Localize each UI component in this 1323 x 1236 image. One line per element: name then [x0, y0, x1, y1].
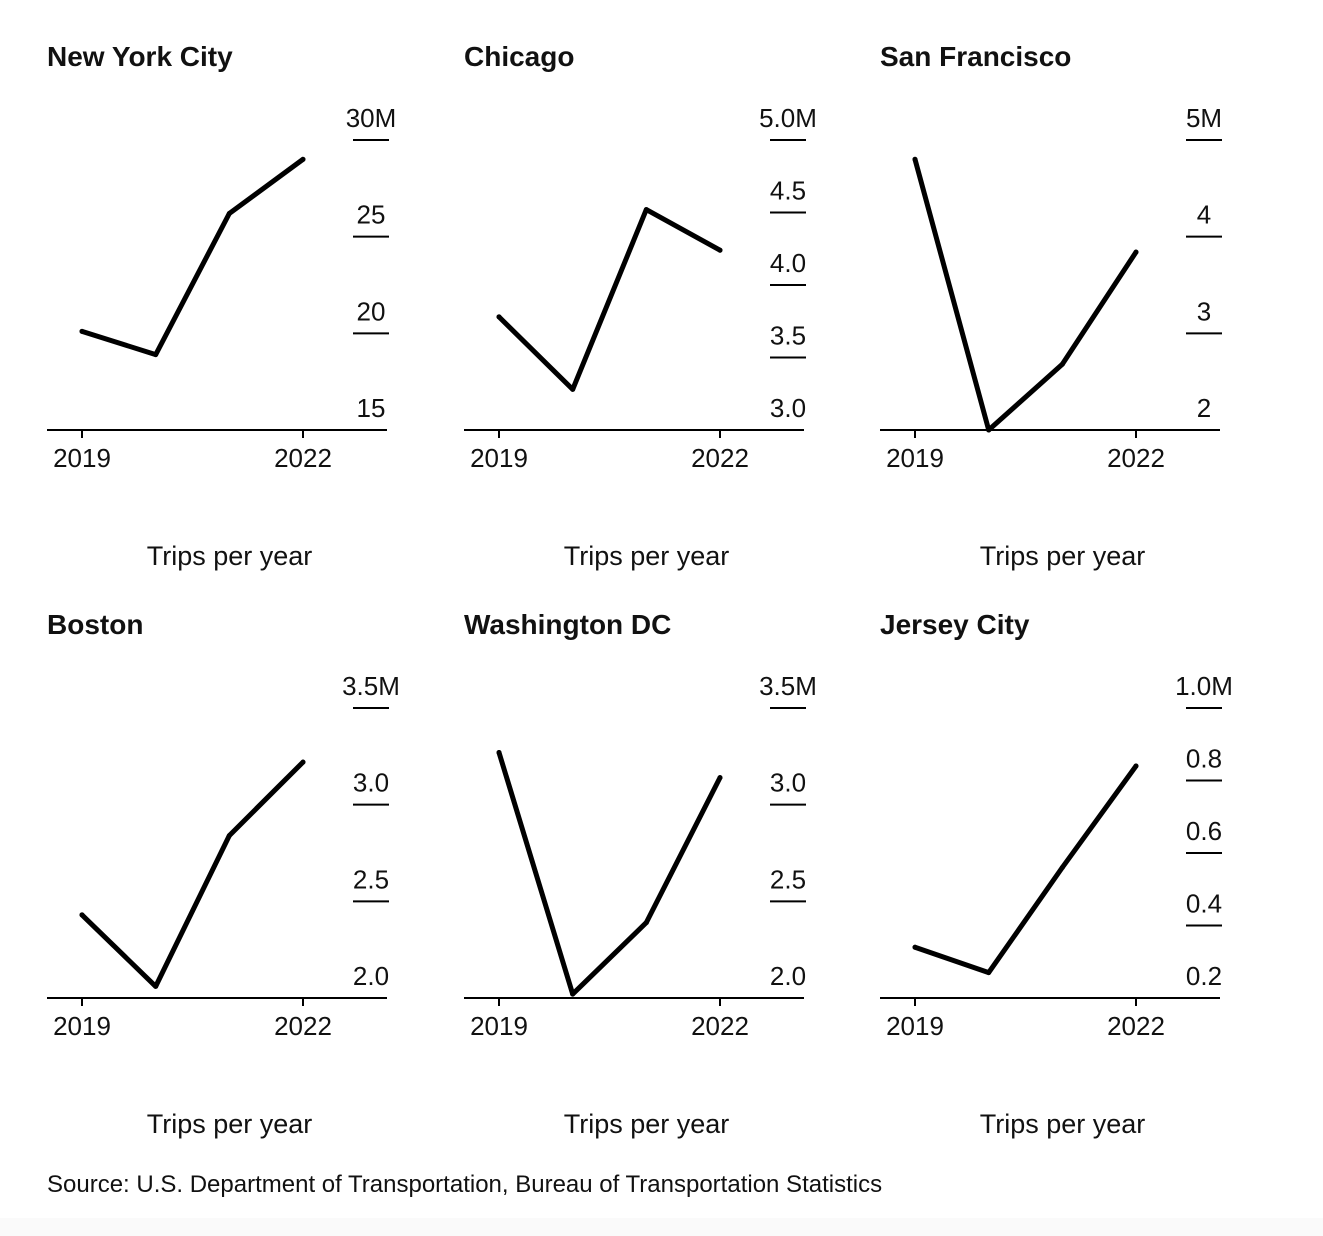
- data-point: [912, 156, 918, 162]
- y-tick-label: 0.2: [1186, 961, 1222, 991]
- axis-label: Trips per year: [146, 541, 313, 571]
- data-point: [1133, 249, 1139, 255]
- data-point: [79, 328, 85, 334]
- source-note: Source: U.S. Department of Transportatio…: [47, 1171, 883, 1198]
- axis-label: Trips per year: [563, 1109, 730, 1139]
- series-line: [912, 156, 1139, 433]
- y-tick-label: 0.8: [1186, 744, 1222, 774]
- data-point: [986, 970, 992, 976]
- chart-title: Chicago: [464, 41, 575, 72]
- chart-title: Washington DC: [464, 609, 672, 640]
- chart-plot: 0.2 0.4 0.6 0.8 1.0M 2019 2022: [880, 671, 1233, 1041]
- x-tick-label: 2022: [1107, 443, 1165, 473]
- y-tick-label: 20: [357, 296, 386, 326]
- bottom-strip: [0, 1218, 1323, 1236]
- data-point: [496, 314, 502, 320]
- y-tick-label: 3: [1197, 296, 1211, 326]
- series-line: [79, 156, 306, 358]
- axis-label: Trips per year: [563, 541, 730, 571]
- x-tick-label: 2019: [470, 1011, 528, 1041]
- y-tick-label: 3.0: [353, 768, 389, 798]
- x-tick-label: 2019: [886, 1011, 944, 1041]
- data-point: [300, 759, 306, 765]
- y-tick-label: 2.5: [353, 864, 389, 894]
- data-point: [496, 749, 502, 755]
- series-line: [79, 759, 306, 989]
- series-line: [912, 763, 1139, 976]
- y-tick-label: 2: [1197, 393, 1211, 423]
- chart-plot: 15 20 25 30M 2019 2022: [47, 103, 397, 473]
- y-tick-label: 3.0: [770, 393, 806, 423]
- x-tick-label: 2022: [691, 443, 749, 473]
- data-point: [570, 386, 576, 392]
- chart-panel: New York City 15 20 25 30M 2019 2022 Trips pe…: [47, 40, 447, 571]
- chart-panel: San Francisco 2 3 4 5M 2019 2022 Trips per ye…: [880, 40, 1280, 571]
- series-line: [496, 750, 723, 997]
- y-tick-label: 5.0M: [759, 103, 817, 133]
- y-tick-label: 2.0: [770, 961, 806, 991]
- chart-plot: 2.0 2.5 3.0 3.5M 2019 2022: [47, 671, 400, 1041]
- chart-title: New York City: [47, 41, 233, 72]
- y-tick-label: 5M: [1186, 103, 1222, 133]
- data-point: [570, 991, 576, 997]
- x-tick-label: 2019: [53, 443, 111, 473]
- y-tick-label: 4.5: [770, 176, 806, 206]
- y-tick-label: 15: [357, 393, 386, 423]
- x-tick-label: 2019: [470, 443, 528, 473]
- y-tick-label: 0.6: [1186, 816, 1222, 846]
- chart-panel: Boston 2.0 2.5 3.0 3.5M 2019 2022 Trips per y…: [47, 608, 447, 1139]
- data-point: [300, 156, 306, 162]
- y-tick-label: 4: [1197, 200, 1211, 230]
- axis-label: Trips per year: [146, 1109, 313, 1139]
- y-tick-label: 1.0M: [1175, 671, 1233, 701]
- data-point: [986, 427, 992, 433]
- data-point: [226, 210, 232, 216]
- data-point: [79, 912, 85, 918]
- data-point: [1133, 763, 1139, 769]
- chart-title: Jersey City: [880, 609, 1030, 640]
- data-point: [153, 352, 159, 358]
- x-tick-label: 2022: [1107, 1011, 1165, 1041]
- data-point: [153, 983, 159, 989]
- chart-panel: Chicago 3.0 3.5 4.0 4.5 5.0M 2019 2022 Trips p…: [464, 40, 864, 571]
- x-tick-label: 2022: [691, 1011, 749, 1041]
- x-tick-label: 2019: [53, 1011, 111, 1041]
- chart-panel: Washington DC 2.0 2.5 3.0 3.5M 2019 2022 Trip…: [464, 608, 864, 1139]
- data-point: [912, 944, 918, 950]
- data-point: [1059, 361, 1065, 367]
- y-tick-label: 3.5M: [759, 671, 817, 701]
- data-point: [643, 920, 649, 926]
- chart-plot: 3.0 3.5 4.0 4.5 5.0M 2019 2022: [464, 103, 817, 473]
- data-point: [717, 775, 723, 781]
- chart-plot: 2 3 4 5M 2019 2022: [880, 103, 1222, 473]
- y-tick-label: 25: [357, 200, 386, 230]
- chart-title: San Francisco: [880, 41, 1072, 72]
- x-tick-label: 2022: [274, 443, 332, 473]
- y-tick-label: 2.5: [770, 864, 806, 894]
- x-tick-label: 2019: [886, 443, 944, 473]
- y-tick-label: 3.5M: [342, 671, 400, 701]
- y-tick-label: 2.0: [353, 961, 389, 991]
- y-tick-label: 4.0: [770, 248, 806, 278]
- axis-label: Trips per year: [979, 1109, 1146, 1139]
- chart-panel: Jersey City 0.2 0.4 0.6 0.8 1.0M 2019 2022 Tri…: [880, 608, 1280, 1139]
- chart-plot: 2.0 2.5 3.0 3.5M 2019 2022: [464, 671, 817, 1041]
- series-line: [496, 207, 723, 392]
- data-point: [226, 833, 232, 839]
- y-tick-label: 3.5: [770, 321, 806, 351]
- x-tick-label: 2022: [274, 1011, 332, 1041]
- data-point: [717, 247, 723, 253]
- axis-label: Trips per year: [979, 541, 1146, 571]
- y-tick-label: 3.0: [770, 768, 806, 798]
- data-point: [643, 207, 649, 213]
- y-tick-label: 30M: [346, 103, 397, 133]
- chart-title: Boston: [47, 609, 144, 640]
- y-tick-label: 0.4: [1186, 889, 1222, 919]
- data-point: [1059, 865, 1065, 870]
